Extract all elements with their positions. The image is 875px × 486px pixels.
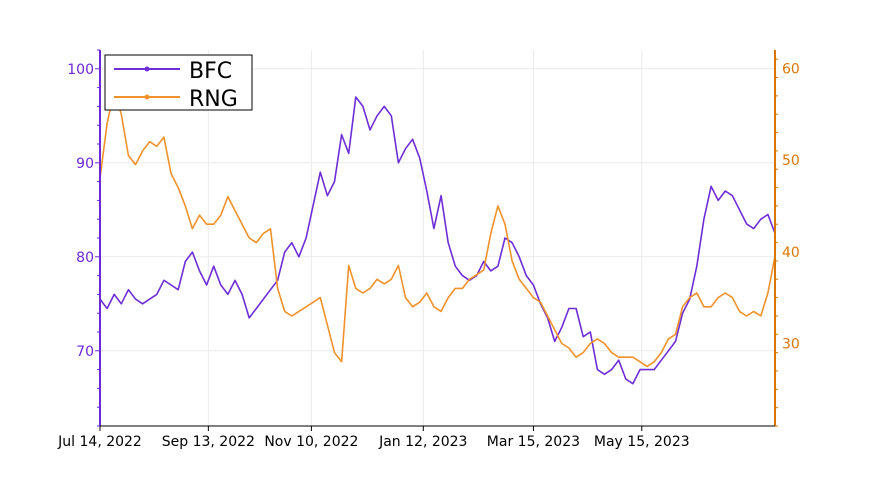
x-axis-tick-label-4: Mar 15, 2023	[487, 434, 580, 450]
left-axis-tick-label-1: 80	[76, 250, 94, 266]
series-line-bfc	[99, 96, 776, 385]
right-axis-tick-label-1: 40	[782, 245, 800, 261]
series-lines	[99, 90, 776, 385]
left-axis-tick-label-3: 100	[67, 62, 94, 78]
x-axis-tick-label-5: May 15, 2023	[594, 434, 690, 450]
right-axis-tick-label-2: 50	[782, 153, 800, 169]
axes: 70 80 90 100 30 40 50 60 Jul 14, 2022 Sep 13, 202…	[57, 49, 800, 450]
legend-marker-rng	[144, 94, 150, 100]
legend-box	[104, 54, 253, 111]
left-axis-tick-label-2: 90	[76, 156, 94, 172]
x-axis-tick-label-3: Jan 12, 2023	[378, 434, 467, 450]
legend-label-bfc: BFC	[189, 59, 232, 84]
legend-marker-bfc	[144, 66, 150, 72]
x-axis-tick-label-2: Nov 10, 2022	[264, 434, 358, 450]
series-line-rng	[99, 90, 776, 368]
x-axis-tick-label-0: Jul 14, 2022	[57, 434, 142, 450]
right-axis-tick-label-3: 60	[782, 61, 800, 77]
x-axis-tick-label-1: Sep 13, 2022	[162, 434, 255, 450]
right-axis-tick-label-0: 30	[782, 336, 800, 352]
legend-label-rng: RNG	[189, 87, 238, 112]
left-axis-tick-label-0: 70	[76, 344, 94, 360]
legend: BFC RNG	[104, 54, 253, 112]
